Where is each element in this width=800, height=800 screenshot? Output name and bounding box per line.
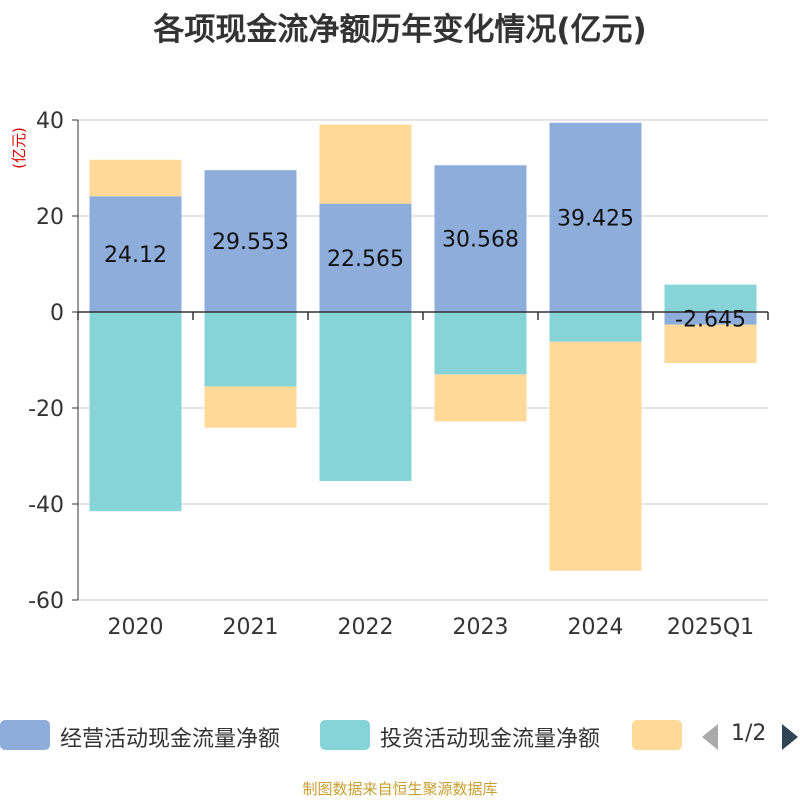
x-tick-label: 2020 [108, 615, 164, 640]
data-label: 24.12 [104, 243, 167, 268]
bar-segment-2-2023[interactable] [434, 312, 527, 375]
legend-label-investing[interactable]: 投资活动现金流量净额 [380, 727, 601, 752]
data-label: 39.425 [557, 206, 634, 231]
bar-segment-2-2021[interactable] [204, 312, 297, 387]
data-label: 29.553 [212, 230, 289, 255]
bar-segment-3-2025Q1[interactable] [664, 324, 757, 364]
chart-title: 各项现金流净额历年变化情况(亿元) [153, 12, 647, 48]
data-source-note: 制图数据来自恒生聚源数据库 [302, 780, 498, 798]
bar-segment-1-2025Q1[interactable] [664, 312, 757, 325]
grid-lines [78, 119, 768, 601]
y-tick-label: 40 [36, 109, 64, 134]
bar-segment-1-2022[interactable] [319, 203, 412, 312]
bar-chart: -60 -40 -20 0 20 40 2020 2021 2022 2023 2024 2025Q1… [10, 109, 769, 640]
legend-swatch-investing[interactable] [320, 720, 370, 750]
bars [89, 122, 757, 571]
bar-segment-1-2023[interactable] [434, 165, 527, 312]
data-label: 22.565 [327, 247, 404, 272]
y-tick-label: 20 [36, 205, 64, 230]
bar-segment-2-2024[interactable] [549, 312, 642, 342]
bar-segment-3-2023[interactable] [434, 374, 527, 422]
y-tick-label: -60 [28, 589, 64, 614]
y-tick-label: -40 [28, 493, 64, 518]
bar-segment-1-2024[interactable] [549, 122, 642, 312]
data-label: 30.568 [442, 228, 519, 253]
bar-segment-3-2022[interactable] [319, 124, 412, 204]
y-tick-label: -20 [28, 397, 64, 422]
bar-segment-2-2020[interactable] [89, 312, 182, 512]
legend-swatch-operating[interactable] [0, 720, 50, 750]
legend-next-page-icon[interactable] [780, 722, 800, 752]
data-labels: 24.12 29.553 22.565 30.568 39.425 -2.645 [104, 206, 746, 332]
y-axis-label: (亿元) [10, 127, 28, 169]
x-tick-label: 2022 [338, 615, 394, 640]
bar-segment-1-2021[interactable] [204, 170, 297, 312]
bar-segment-2-2022[interactable] [319, 312, 412, 481]
bar-segment-1-2020[interactable] [89, 196, 182, 312]
bar-segment-3-2021[interactable] [204, 386, 297, 428]
bar-segment-3-2020[interactable] [89, 159, 182, 197]
legend-label-operating[interactable]: 经营活动现金流量净额 [60, 727, 281, 752]
legend-page-indicator: 1/2 [731, 721, 767, 746]
y-tick-label: 0 [50, 301, 64, 326]
x-tick-label: 2025Q1 [667, 615, 754, 640]
x-tick-label: 2024 [568, 615, 624, 640]
data-label: -2.645 [675, 307, 746, 332]
x-tick-label: 2021 [223, 615, 279, 640]
legend: 经营活动现金流量净额 投资活动现金流量净额 1/2 [0, 716, 800, 756]
axes: -60 -40 -20 0 20 40 2020 2021 2022 2023 2024 2025Q1 [28, 109, 769, 640]
legend-prev-page-icon[interactable] [700, 722, 720, 752]
x-tick-label: 2023 [453, 615, 509, 640]
bar-segment-3-2024[interactable] [549, 341, 642, 571]
legend-swatch-financing[interactable] [632, 720, 682, 750]
bar-segment-2-2025Q1[interactable] [664, 284, 757, 312]
